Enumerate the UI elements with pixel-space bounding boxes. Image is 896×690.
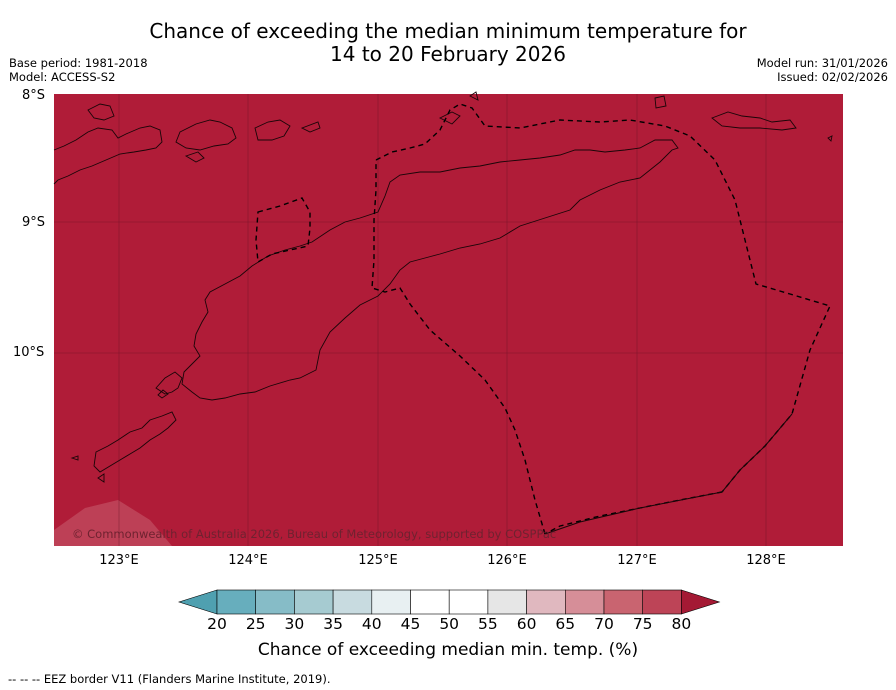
colorbar-tick-label: 40: [361, 615, 382, 633]
colorbar-tick-label: 30: [284, 615, 305, 633]
colorbar-tick-label: 70: [594, 615, 614, 633]
lat-label-8s: 8°S: [22, 88, 46, 103]
colorbar-segment: [448, 589, 489, 615]
colorbar-segment: [410, 589, 450, 615]
chart-title: Chance of exceeding the median minimum t…: [0, 20, 896, 66]
meta-left: Base period: 1981-2018 Model: ACCESS-S2: [9, 56, 148, 84]
colorbar-tick-label: 65: [555, 615, 576, 633]
probability-field: [54, 94, 843, 546]
colorbar-segment: [216, 589, 257, 615]
colorbar-tick-label: 45: [400, 615, 421, 633]
lat-label-9s: 9°S: [22, 215, 46, 230]
base-period: Base period: 1981-2018: [9, 56, 148, 70]
coastlines: [53, 91, 833, 483]
issued-date: Issued: 02/02/2026: [777, 70, 888, 84]
lon-label-126e: 126°E: [487, 553, 527, 568]
gridlines: [54, 94, 843, 546]
colorbar-tick-label: 20: [207, 615, 227, 633]
colorbar-tick-label: 50: [439, 615, 460, 633]
title-line-1: Chance of exceeding the median minimum t…: [149, 19, 747, 43]
title-line-2: 14 to 20 February 2026: [330, 42, 566, 66]
lat-label-10s: 10°S: [13, 345, 45, 360]
meta-right: Model run: 31/01/2026 Issued: 02/02/2026: [757, 56, 888, 84]
colorbar-tick-label: 60: [516, 615, 537, 633]
colorbar-arrow-high: [681, 589, 721, 615]
colorbar-tick-label: 25: [245, 615, 266, 633]
eez-borders: [255, 103, 831, 535]
lon-label-128e: 128°E: [746, 553, 786, 568]
colorbar-segment: [255, 589, 295, 615]
colorbar-segment: [371, 589, 411, 615]
eez-border-solid-segment: [544, 413, 793, 535]
lon-label-123e: 123°E: [99, 553, 139, 568]
lower-probability-patch: [54, 500, 172, 546]
colorbar-segment: [642, 589, 682, 615]
colorbar: [178, 589, 721, 615]
model-name: Model: ACCESS-S2: [9, 70, 116, 84]
lon-label-127e: 127°E: [617, 553, 657, 568]
colorbar-tick-label: 35: [323, 615, 343, 633]
colorbar-tick-label: 80: [671, 615, 692, 633]
colorbar-segment: [526, 589, 566, 615]
lon-label-125e: 125°E: [358, 553, 398, 568]
colorbar-segment: [564, 589, 605, 615]
copyright-notice: © Commonwealth of Australia 2026, Bureau…: [72, 527, 557, 541]
lon-label-124e: 124°E: [228, 553, 268, 568]
colorbar-segment: [332, 589, 373, 615]
colorbar-segment: [603, 589, 644, 615]
colorbar-tick-label: 75: [632, 615, 653, 633]
colorbar-segment: [294, 589, 334, 615]
colorbar-segment: [487, 589, 527, 615]
colorbar-tick-label: 55: [478, 615, 498, 633]
colorbar-arrow-low: [178, 589, 218, 615]
colorbar-label: Chance of exceeding median min. temp. (%…: [257, 640, 639, 660]
model-run: Model run: 31/01/2026: [756, 56, 888, 70]
eez-legend-footer: -- -- -- EEZ border V11 (Flanders Marine…: [8, 672, 331, 686]
